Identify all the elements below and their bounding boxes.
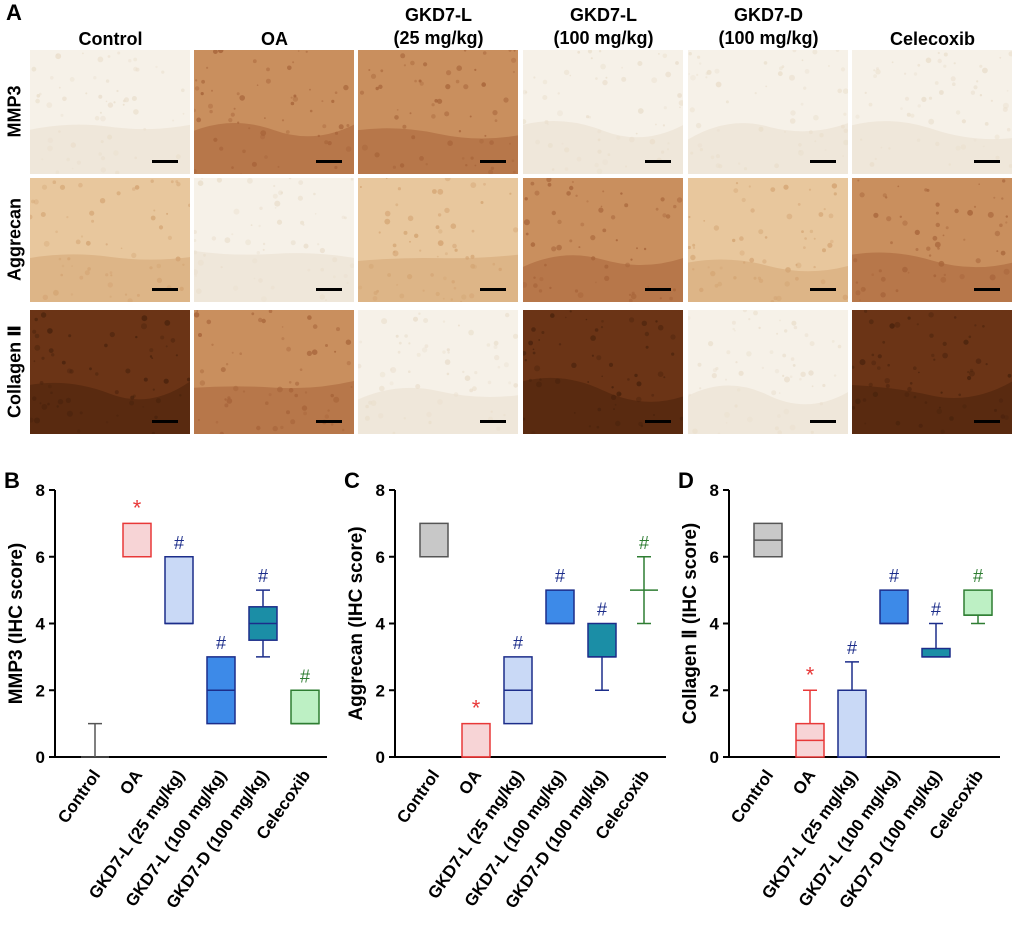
significance-mark: # — [847, 638, 857, 658]
panel-a-letter: A — [6, 0, 22, 25]
y-tick-label: 4 — [36, 615, 46, 634]
significance-mark: # — [889, 566, 899, 586]
y-tick-label: 2 — [376, 681, 385, 700]
panel-letter: B — [4, 468, 20, 493]
column-header: GKD7-D (100 mg/kg) — [718, 5, 819, 48]
micrograph-tile — [523, 178, 683, 302]
box-iqr — [122, 522, 152, 558]
y-tick-label: 8 — [36, 481, 45, 500]
significance-mark: # — [300, 666, 310, 686]
significance-mark: # — [216, 633, 226, 653]
box-0: Control — [54, 722, 109, 827]
box-1: * OA — [789, 662, 825, 798]
micrograph-tile — [358, 50, 518, 174]
y-tick-label: 8 — [376, 481, 385, 500]
significance-mark: # — [597, 600, 607, 620]
box-iqr — [164, 556, 194, 625]
column-header: GKD7-L (100 mg/kg) — [553, 5, 654, 48]
y-axis-label: MMP3 (IHC score) — [6, 543, 27, 705]
row-label: Collagen Ⅱ — [4, 325, 25, 418]
y-tick-label: 0 — [710, 748, 719, 767]
micrograph-tile — [30, 178, 190, 302]
y-tick-label: 2 — [36, 681, 45, 700]
significance-mark: # — [513, 633, 523, 653]
micrograph-tile — [523, 310, 683, 434]
row-label: MMP3 — [4, 85, 25, 138]
significance-mark: * — [472, 696, 481, 721]
y-tick-label: 0 — [36, 748, 45, 767]
box-iqr — [963, 589, 993, 616]
significance-mark: # — [555, 566, 565, 586]
x-tick-label: Control — [54, 766, 104, 826]
box-0: Control — [727, 522, 783, 827]
significance-mark: # — [174, 533, 184, 553]
x-tick-label: OA — [116, 766, 146, 798]
y-tick-label: 4 — [376, 615, 386, 634]
micrograph-tile — [30, 310, 190, 434]
y-tick-label: 6 — [376, 548, 385, 567]
micrograph-tile — [852, 178, 1012, 302]
micrograph-tile — [688, 310, 848, 434]
box-iqr — [419, 522, 449, 558]
x-tick-label: Control — [393, 766, 443, 826]
micrograph-tile — [688, 178, 848, 302]
significance-mark: # — [639, 533, 649, 553]
micrograph-tile — [358, 310, 518, 434]
box-1: * OA — [455, 696, 491, 798]
x-tick-label: Control — [727, 766, 777, 826]
box-1: * OA — [116, 495, 152, 798]
micrograph-tile — [688, 50, 848, 174]
box-iqr — [461, 722, 491, 758]
micrograph-tile — [358, 178, 518, 302]
box-iqr — [879, 589, 909, 625]
column-header: GKD7-L (25 mg/kg) — [393, 5, 484, 48]
box-iqr — [545, 589, 575, 625]
panel-letter: C — [344, 468, 360, 493]
box-iqr — [921, 647, 951, 658]
box-0: Control — [393, 522, 449, 827]
y-tick-label: 4 — [710, 615, 720, 634]
box-iqr — [837, 689, 867, 758]
micrograph-tile — [30, 50, 190, 174]
y-tick-label: 2 — [710, 681, 719, 700]
y-tick-label: 8 — [710, 481, 719, 500]
y-tick-label: 0 — [376, 748, 385, 767]
box-iqr — [290, 689, 320, 725]
column-header: Celecoxib — [889, 29, 976, 49]
x-tick-label: OA — [789, 766, 819, 798]
chart-c: C 0 2 4 6 8 Aggrecan (IHC score) Control * OA#GKD… — [344, 468, 666, 912]
micrograph-tile — [852, 50, 1012, 174]
y-axis-label: Aggrecan (IHC score) — [346, 526, 367, 720]
panel-letter: D — [678, 468, 694, 493]
micrograph-tile — [852, 310, 1012, 434]
micrograph-tile — [194, 310, 354, 434]
column-header: Control — [78, 29, 143, 49]
micrograph-tile — [194, 178, 354, 302]
significance-mark: * — [133, 495, 142, 520]
micrograph-tile — [194, 50, 354, 174]
y-tick-label: 6 — [36, 548, 45, 567]
box-iqr — [587, 622, 617, 658]
x-tick-label: OA — [455, 766, 485, 798]
micrograph-tile — [523, 50, 683, 174]
significance-mark: # — [258, 566, 268, 586]
significance-mark: # — [973, 566, 983, 586]
box-5: #Celecoxib — [253, 666, 320, 843]
y-tick-label: 6 — [710, 548, 719, 567]
significance-mark: # — [931, 600, 941, 620]
y-axis-label: Collagen Ⅱ (IHC score) — [680, 523, 701, 725]
row-label: Aggrecan — [4, 197, 25, 282]
box-2: #GKD7-L (25 mg/kg) — [424, 633, 533, 902]
column-header: OA — [261, 29, 288, 49]
significance-mark: * — [806, 662, 815, 687]
